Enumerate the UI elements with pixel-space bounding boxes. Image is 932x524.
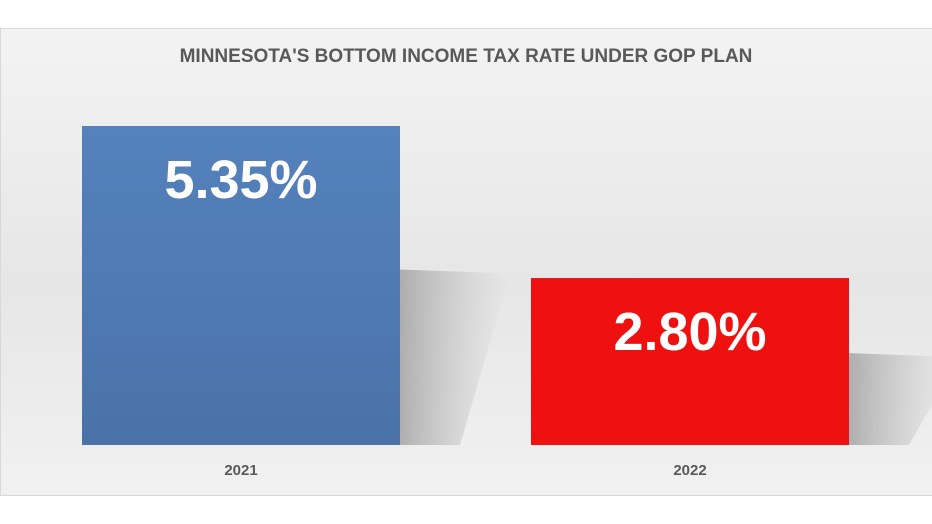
- chart-title: MINNESOTA'S BOTTOM INCOME TAX RATE UNDER…: [180, 46, 753, 67]
- x-tick-label-2021: 2021: [224, 462, 257, 479]
- data-label-2022: 2.80%: [613, 302, 766, 362]
- bar-shadow-2021: [400, 269, 510, 445]
- bar-2021: [82, 126, 400, 445]
- data-label-2021: 5.35%: [164, 150, 317, 210]
- bar-2022: [531, 278, 849, 445]
- x-tick-label-2022: 2022: [673, 462, 706, 479]
- bar-shadow-2022: [849, 353, 932, 445]
